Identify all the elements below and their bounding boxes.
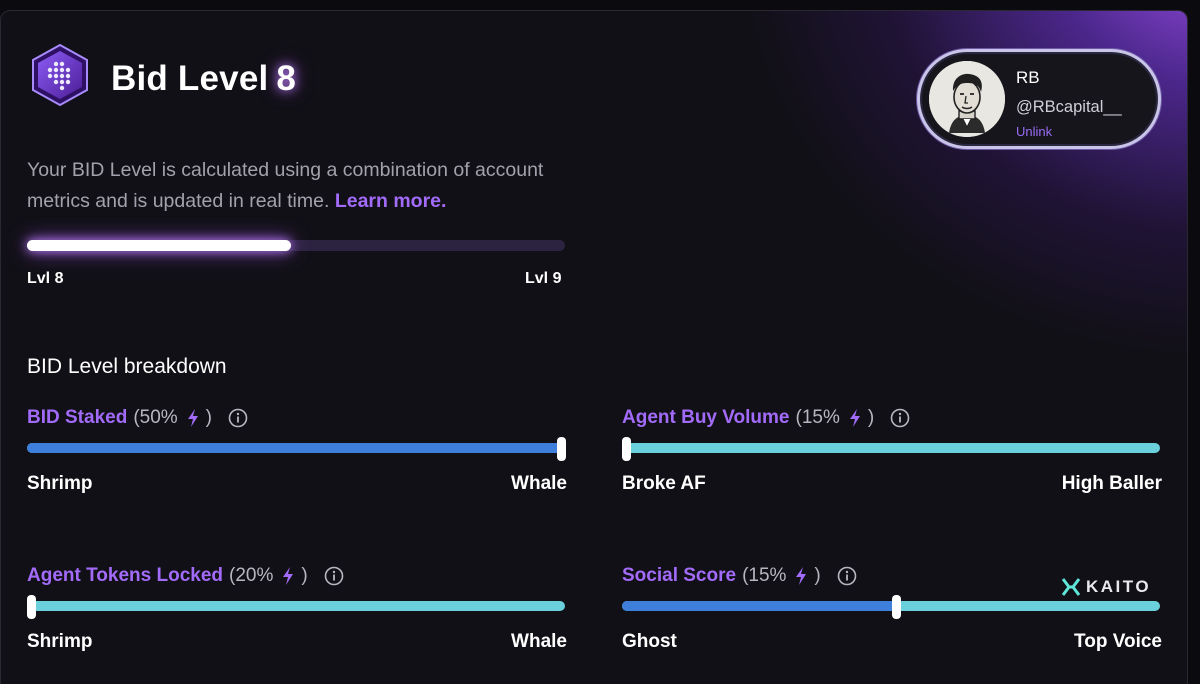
metric-max-label: High Baller: [1061, 473, 1162, 494]
learn-more-link[interactable]: Learn more.: [334, 190, 447, 212]
kaito-logo: KAITO: [1061, 577, 1151, 597]
metric-min-label: Shrimp: [27, 631, 93, 652]
metric-slider-thumb[interactable]: [622, 437, 631, 461]
account-name: RB: [1016, 68, 1040, 87]
info-icon[interactable]: [890, 408, 910, 428]
metric-name: Agent Tokens Locked: [27, 565, 224, 586]
bolt-icon: [849, 409, 860, 427]
metric-weight: (15%: [795, 407, 840, 428]
metric-max-label: Whale: [511, 473, 567, 494]
bolt-icon: [796, 567, 807, 585]
metric-name: Social Score: [622, 565, 737, 586]
bid-level-badge-icon: [32, 44, 88, 106]
account-handle: @RBcapital__: [1016, 98, 1122, 116]
kaito-x-icon: [1061, 578, 1081, 596]
metric-max-label: Whale: [511, 631, 567, 652]
metric-slider-track: [622, 595, 1160, 619]
breakdown-title: BID Level breakdown: [27, 355, 227, 378]
metric-slider-fill: [27, 443, 565, 453]
progress-to-label: Lvl 9: [525, 270, 562, 287]
info-icon[interactable]: [837, 566, 857, 586]
bolt-icon: [187, 409, 198, 427]
metric-slider-thumb[interactable]: [892, 595, 901, 619]
metric-weight-close: ): [301, 565, 308, 586]
metric-weight-close: ): [205, 407, 212, 428]
metric-slider-track: [27, 595, 565, 619]
current-level-number: 8: [276, 59, 297, 98]
level-description: Your BID Level is calculated using a com…: [27, 155, 587, 217]
progress-from-label: Lvl 8: [27, 270, 64, 287]
metric-agent-tokens-locked: Agent Tokens Locked (20%) Shrimp Whale: [27, 565, 567, 665]
metric-social-score: Social Score (15%) Ghost Top Voice: [622, 565, 1162, 665]
bolt-icon: [283, 567, 294, 585]
metric-label: Social Score (15%): [622, 565, 857, 587]
metric-weight: (20%: [229, 565, 274, 586]
info-icon[interactable]: [324, 566, 344, 586]
unlink-button[interactable]: Unlink: [1016, 124, 1053, 139]
metric-weight: (15%: [742, 565, 787, 586]
linked-account-card: RB @RBcapital__ Unlink: [917, 49, 1161, 149]
level-progress-fill: [27, 240, 291, 251]
metric-slider-track: [27, 437, 566, 461]
metric-name: Agent Buy Volume: [622, 407, 790, 428]
metric-min-label: Broke AF: [622, 473, 706, 494]
bid-level-panel: Bid Level 8 Your BID Level is calculated …: [0, 10, 1188, 684]
metric-label: Agent Tokens Locked (20%): [27, 565, 344, 587]
metric-max-label: Top Voice: [1074, 631, 1162, 652]
metric-slider-thumb[interactable]: [557, 437, 566, 461]
metric-agent-buy-volume: Agent Buy Volume (15%) Broke AF High Baller: [622, 407, 1162, 507]
info-icon[interactable]: [228, 408, 248, 428]
portrait-avatar-icon: [929, 61, 1005, 137]
level-progress-bar: [27, 240, 565, 251]
metric-weight-close: ): [867, 407, 875, 428]
page-title: Bid Level 8: [111, 59, 296, 99]
metric-min-label: Ghost: [622, 631, 677, 652]
metric-min-label: Shrimp: [27, 473, 93, 494]
metric-bid-staked: BID Staked (50%) Shrimp Whale: [27, 407, 567, 507]
metric-slider-thumb[interactable]: [27, 595, 36, 619]
description-text: Your BID Level is calculated using a com…: [27, 159, 544, 212]
metric-name: BID Staked: [27, 407, 128, 428]
metric-slider-track: [622, 437, 1160, 461]
title-text: Bid Level: [111, 59, 269, 98]
metric-slider-fill: [622, 601, 896, 611]
kaito-wordmark: KAITO: [1086, 577, 1152, 596]
metric-label: BID Staked (50%): [27, 407, 248, 429]
metric-weight-close: ): [814, 565, 821, 586]
metric-weight: (50%: [133, 407, 178, 428]
metric-label: Agent Buy Volume (15%): [622, 407, 910, 429]
